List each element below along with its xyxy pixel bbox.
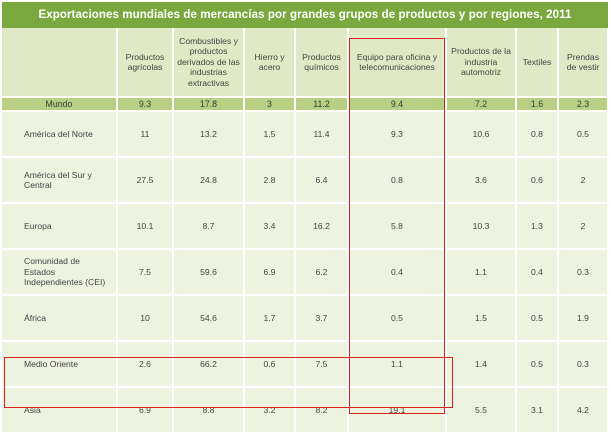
row-label: África [2, 295, 118, 342]
exports-table: Productos agrícolas Combustibles y produ… [2, 28, 609, 434]
table-cell: 8.7 [173, 203, 245, 250]
table-cell: 6.2 [295, 249, 349, 296]
table-cell: 9.4 [348, 97, 447, 112]
column-header: Equipo para oficina y telecomunicaciones [348, 28, 447, 98]
table-cell: 0.4 [516, 249, 559, 296]
table-cell: 11 [117, 111, 174, 158]
table-cell: 0.8 [516, 111, 559, 158]
table-cell: 7.5 [295, 341, 349, 388]
world-row: Mundo 9.3 17.8 3 11.2 9.4 7.2 1.6 2.3 [2, 97, 609, 112]
table-cell: 8.8 [173, 387, 245, 434]
table-cell: 3.2 [244, 387, 296, 434]
table-cell: 1.4 [446, 341, 517, 388]
table-cell: 2.6 [117, 341, 174, 388]
table-cell: 0.3 [558, 341, 609, 388]
table-cell: 3.4 [244, 203, 296, 250]
column-header: Productos agrícolas [117, 28, 174, 98]
table-cell: 0.6 [516, 157, 559, 204]
table-cell: 3.6 [446, 157, 517, 204]
column-header: Hierro y acero [244, 28, 296, 98]
table-cell: 1.3 [516, 203, 559, 250]
row-label: Comunidad de Estados Independientes (CEI… [2, 249, 118, 296]
table-cell: 5.8 [348, 203, 447, 250]
table-cell: 66.2 [173, 341, 245, 388]
table-cell: 3 [244, 97, 296, 112]
table-cell: 59.6 [173, 249, 245, 296]
table-cell: 54.6 [173, 295, 245, 342]
column-header: Textiles [516, 28, 559, 98]
table-row: América del Sur y Central 27.5 24.8 2.8 … [2, 157, 609, 204]
table-cell: 1.6 [516, 97, 559, 112]
table-cell: 2.3 [558, 97, 609, 112]
table-row: África 10 54.6 1.7 3.7 0.5 1.5 0.5 1.9 [2, 295, 609, 342]
row-label: Asia [2, 387, 118, 434]
table-cell: 8.2 [295, 387, 349, 434]
table-cell: 3.1 [516, 387, 559, 434]
table-cell: 27.5 [117, 157, 174, 204]
table-cell: 0.5 [558, 111, 609, 158]
table-cell: 1.1 [348, 341, 447, 388]
table-cell: 7.2 [446, 97, 517, 112]
row-label: Medio Oriente [2, 341, 118, 388]
table-cell: 3.7 [295, 295, 349, 342]
header-row: Productos agrícolas Combustibles y produ… [2, 28, 609, 98]
table-cell: 11.4 [295, 111, 349, 158]
table-cell: 24.8 [173, 157, 245, 204]
table-title: Exportaciones mundiales de mercancías po… [2, 2, 608, 28]
table-cell: 5.5 [446, 387, 517, 434]
table-row: América del Norte 11 13.2 1.5 11.4 9.3 1… [2, 111, 609, 158]
table-cell: 1.5 [446, 295, 517, 342]
table-cell: 0.3 [558, 249, 609, 296]
table-cell: 0.5 [516, 295, 559, 342]
table-cell: 2 [558, 203, 609, 250]
table-cell: 6.9 [244, 249, 296, 296]
table-row: Europa 10.1 8.7 3.4 16.2 5.8 10.3 1.3 2 [2, 203, 609, 250]
table-cell: 0.4 [348, 249, 447, 296]
table-cell: 11.2 [295, 97, 349, 112]
table-row: Comunidad de Estados Independientes (CEI… [2, 249, 609, 296]
column-header: Prendas de vestir [558, 28, 609, 98]
table-cell: 13.2 [173, 111, 245, 158]
row-label: Europa [2, 203, 118, 250]
table-cell: 4.2 [558, 387, 609, 434]
table-cell: 0.5 [348, 295, 447, 342]
table-cell: 1.9 [558, 295, 609, 342]
table-cell: 0.6 [244, 341, 296, 388]
column-header: Productos químicos [295, 28, 349, 98]
table-cell: 17.8 [173, 97, 245, 112]
table-cell: 2 [558, 157, 609, 204]
table-row: Medio Oriente 2.6 66.2 0.6 7.5 1.1 1.4 0… [2, 341, 609, 388]
table-cell: 19.1 [348, 387, 447, 434]
table-cell: 1.7 [244, 295, 296, 342]
table-cell: 0.5 [516, 341, 559, 388]
table-cell: 10 [117, 295, 174, 342]
table-cell: 7.5 [117, 249, 174, 296]
table-cell: 9.3 [117, 97, 174, 112]
table-row: Asia 6.9 8.8 3.2 8.2 19.1 5.5 3.1 4.2 [2, 387, 609, 434]
row-label: Mundo [2, 97, 118, 112]
column-header: Productos de la industria automotriz [446, 28, 517, 98]
table-cell: 10.6 [446, 111, 517, 158]
table-cell: 0.8 [348, 157, 447, 204]
table-cell: 9.3 [348, 111, 447, 158]
table-cell: 1.1 [446, 249, 517, 296]
table-cell: 10.1 [117, 203, 174, 250]
table-cell: 1.5 [244, 111, 296, 158]
table-cell: 10.3 [446, 203, 517, 250]
table-cell: 2.8 [244, 157, 296, 204]
column-header: Combustibles y productos derivados de la… [173, 28, 245, 98]
table-cell: 6.4 [295, 157, 349, 204]
table-cell: 6.9 [117, 387, 174, 434]
row-label: América del Norte [2, 111, 118, 158]
header-corner [2, 28, 118, 98]
row-label: América del Sur y Central [2, 157, 118, 204]
table-cell: 16.2 [295, 203, 349, 250]
